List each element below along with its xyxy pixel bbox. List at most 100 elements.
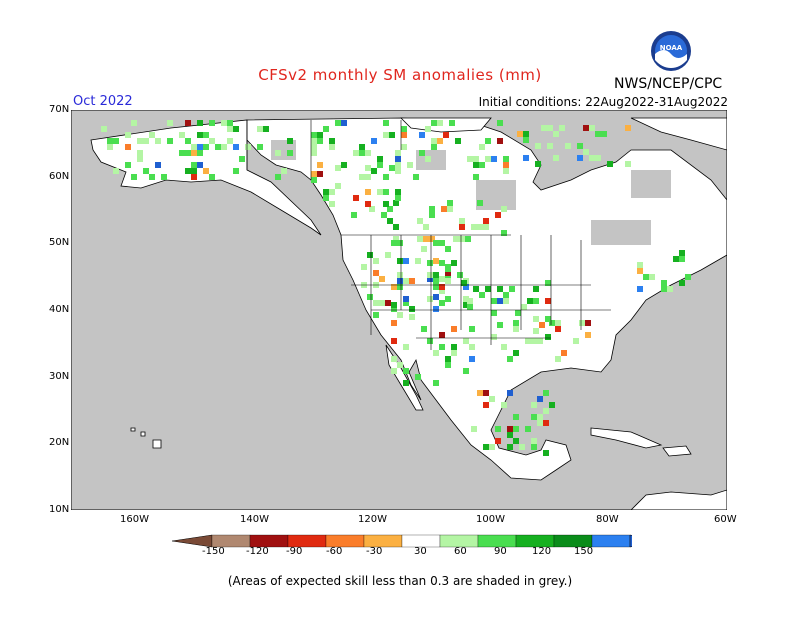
anomaly-cell	[149, 132, 155, 138]
legend-swatch	[591, 534, 631, 548]
anomaly-cell	[439, 260, 445, 266]
anomaly-cell	[427, 338, 433, 344]
anomaly-cell	[489, 396, 495, 402]
anomaly-cell	[503, 168, 509, 174]
anomaly-cell	[497, 286, 503, 292]
anomaly-cell	[317, 132, 323, 138]
anomaly-cell	[371, 138, 377, 144]
anomaly-cell	[403, 380, 409, 386]
anomaly-cell	[507, 444, 513, 450]
anomaly-cell	[185, 168, 191, 174]
anomaly-cell	[365, 165, 371, 171]
anomaly-cell	[461, 280, 467, 286]
lon-label: 160W	[120, 514, 149, 525]
anomaly-cell	[531, 444, 537, 450]
anomaly-cell	[383, 189, 389, 195]
anomaly-cell	[579, 320, 585, 326]
anomaly-cell	[543, 390, 549, 396]
anomaly-cell	[397, 312, 403, 318]
anomaly-cell	[391, 356, 397, 362]
anomaly-cell	[583, 125, 589, 131]
anomaly-cell	[367, 252, 373, 258]
anomaly-cell	[483, 402, 489, 408]
anomaly-cell	[149, 174, 155, 180]
anomaly-cell	[679, 256, 685, 262]
anomaly-cell	[503, 156, 509, 162]
anomaly-cell	[373, 312, 379, 318]
anomaly-cell	[559, 125, 565, 131]
anomaly-cell	[379, 276, 385, 282]
lat-label: 20N	[49, 437, 70, 448]
anomaly-cell	[323, 189, 329, 195]
anomaly-cell	[417, 218, 423, 224]
anomaly-cell	[439, 276, 445, 282]
anomaly-cell	[521, 304, 527, 310]
land-masses	[90, 117, 727, 510]
anomaly-cell	[503, 298, 509, 304]
anomaly-cell	[483, 390, 489, 396]
anomaly-cell	[491, 298, 497, 304]
anomaly-cell	[373, 270, 379, 276]
anomaly-cell	[553, 131, 559, 137]
anomaly-cell	[275, 150, 281, 156]
anomaly-cell	[281, 168, 287, 174]
anomaly-cells	[101, 120, 691, 456]
anomaly-cell	[525, 426, 531, 432]
anomaly-cell	[445, 362, 451, 368]
anomaly-cell	[421, 326, 427, 332]
anomaly-cell	[335, 165, 341, 171]
anomaly-cell	[401, 126, 407, 132]
anomaly-cell	[381, 212, 387, 218]
anomaly-cell	[391, 320, 397, 326]
anomaly-cell	[377, 162, 383, 168]
anomaly-cell	[341, 162, 347, 168]
anomaly-cell	[433, 380, 439, 386]
anomaly-cell	[361, 264, 367, 270]
anomaly-cell	[607, 161, 613, 167]
anomaly-cell	[397, 240, 403, 246]
anomaly-cell	[191, 168, 197, 174]
anomaly-cell	[455, 138, 461, 144]
anomaly-cell	[667, 286, 673, 292]
anomaly-cell	[383, 132, 389, 138]
anomaly-cell	[553, 155, 559, 161]
anomaly-cell	[585, 332, 591, 338]
anomaly-cell	[439, 300, 445, 306]
anomaly-cell	[311, 144, 317, 150]
anomaly-cell	[547, 125, 553, 131]
anomaly-cell	[143, 138, 149, 144]
anomaly-cell	[417, 236, 423, 242]
anomaly-cell	[101, 126, 107, 132]
anomaly-cell	[451, 344, 457, 350]
lat-label: 70N	[49, 104, 70, 115]
anomaly-cell	[537, 414, 543, 420]
anomaly-cell	[107, 144, 113, 150]
anomaly-cell	[377, 189, 383, 195]
anomaly-cell	[383, 174, 389, 180]
anomaly-cell	[637, 262, 643, 268]
anomaly-cell	[391, 306, 397, 312]
anomaly-cell	[191, 150, 197, 156]
anomaly-cell	[423, 224, 429, 230]
anomaly-cell	[329, 144, 335, 150]
anomaly-cell	[555, 320, 561, 326]
lat-label: 30N	[49, 371, 70, 382]
anomaly-cell	[137, 138, 143, 144]
anomaly-cell	[533, 316, 539, 322]
anomaly-cell	[585, 320, 591, 326]
anomaly-cell	[427, 296, 433, 302]
anomaly-cell	[545, 316, 551, 322]
legend-label: -30	[366, 546, 383, 557]
anomaly-cell	[515, 310, 521, 316]
legend-label: 90	[494, 546, 507, 557]
anomaly-cell	[113, 168, 119, 174]
anomaly-cell	[437, 120, 443, 126]
anomaly-cell	[491, 310, 497, 316]
anomaly-cell	[545, 298, 551, 304]
initial-conditions: Initial conditions: 22Aug2022-31Aug2022	[478, 95, 728, 109]
anomaly-cell	[507, 390, 513, 396]
anomaly-cell	[685, 274, 691, 280]
anomaly-cell	[383, 120, 389, 126]
anomaly-cell	[401, 132, 407, 138]
